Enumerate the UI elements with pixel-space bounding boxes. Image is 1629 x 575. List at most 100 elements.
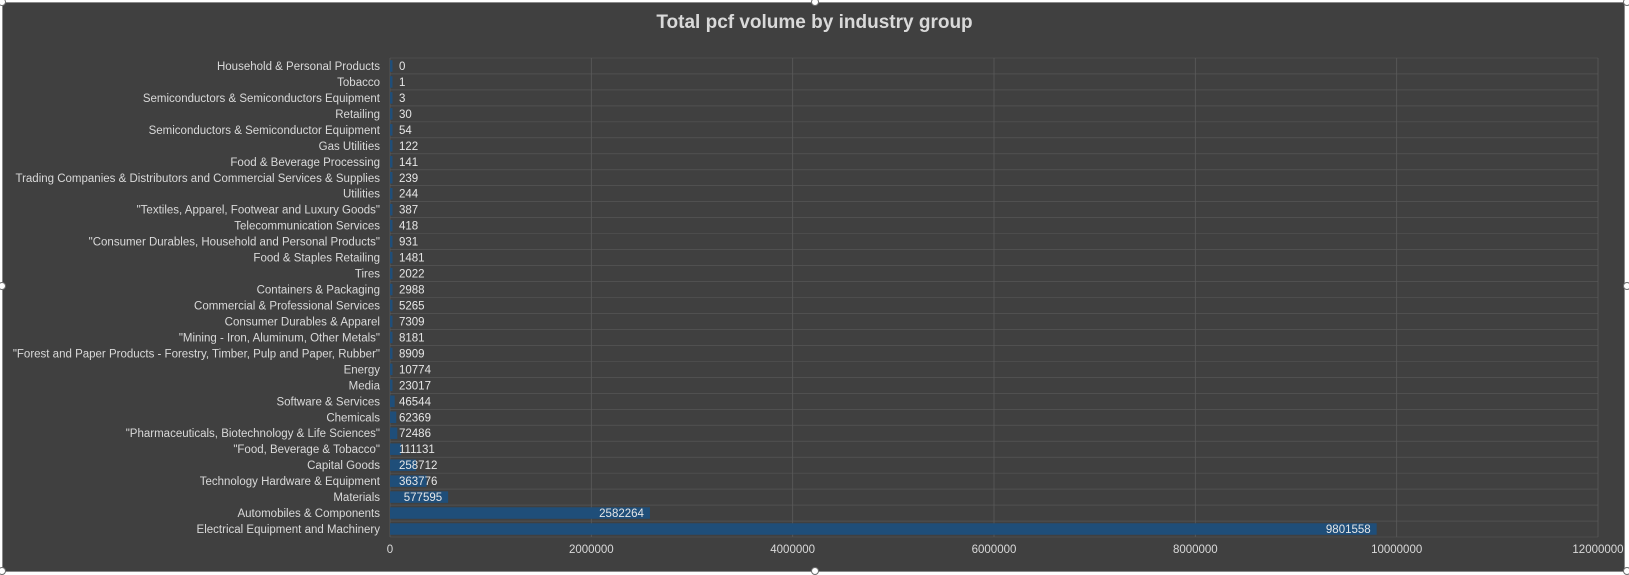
bar <box>390 92 393 104</box>
data-label: 30 <box>399 109 412 121</box>
data-label: 141 <box>399 157 418 169</box>
bar <box>390 203 393 216</box>
resize-handle-top-right[interactable] <box>1623 0 1629 6</box>
bar <box>390 235 393 248</box>
data-label: 8909 <box>399 348 425 360</box>
category-label: Semiconductors & Semiconductor Equipment <box>149 125 381 137</box>
category-label: "Textiles, Apparel, Footwear and Luxury … <box>137 205 380 217</box>
data-label: 1481 <box>399 253 425 265</box>
bar <box>390 140 393 152</box>
data-label: 10774 <box>399 364 432 376</box>
x-tick-label: 8000000 <box>1173 544 1218 556</box>
chart-title[interactable]: Total pcf volume by industry group <box>656 12 973 33</box>
data-label: 244 <box>399 189 419 201</box>
data-label: 2988 <box>399 285 425 297</box>
bar <box>390 475 427 487</box>
category-label: "Mining - Iron, Aluminum, Other Metals" <box>179 332 380 344</box>
bar <box>390 347 393 360</box>
bar <box>390 187 393 200</box>
bar <box>390 459 417 471</box>
bar <box>390 491 449 503</box>
category-label: Food & Staples Retailing <box>253 253 380 265</box>
category-label: Electrical Equipment and Machinery <box>197 524 381 536</box>
bar <box>390 251 393 264</box>
data-label: 9801558 <box>1326 524 1371 536</box>
bar <box>390 363 393 376</box>
bar <box>390 507 650 519</box>
bar <box>390 315 393 328</box>
bar <box>390 443 402 455</box>
data-label: 23017 <box>399 380 431 392</box>
bar <box>390 331 393 344</box>
data-label: 62369 <box>399 412 431 424</box>
data-label: 0 <box>399 61 405 73</box>
bar <box>390 219 393 232</box>
category-label: Retailing <box>335 109 380 121</box>
data-label: 8181 <box>399 332 425 344</box>
bar <box>390 108 393 120</box>
data-label: 387 <box>399 205 418 217</box>
bar <box>390 172 393 184</box>
data-label: 5265 <box>399 300 425 312</box>
category-label: Capital Goods <box>307 460 380 472</box>
data-label: 111131 <box>399 444 435 456</box>
data-label: 418 <box>399 221 418 233</box>
category-label: Utilities <box>343 189 380 201</box>
category-label: Automobiles & Components <box>237 508 380 520</box>
data-label: 239 <box>399 173 418 185</box>
category-label: Household & Personal Products <box>217 61 380 73</box>
data-label: 363776 <box>399 476 437 488</box>
data-label: 1 <box>399 77 405 89</box>
bar <box>390 76 393 88</box>
category-label: Food & Beverage Processing <box>230 157 380 169</box>
data-label: 931 <box>399 237 418 249</box>
category-label: Technology Hardware & Equipment <box>200 476 381 488</box>
bar <box>390 156 393 168</box>
data-label: 72486 <box>399 428 431 440</box>
category-label: Tires <box>355 269 380 281</box>
resize-handle-top-center[interactable] <box>811 0 819 6</box>
x-tick-label: 12000000 <box>1572 544 1623 556</box>
data-label: 54 <box>399 125 412 137</box>
category-label: "Consumer Durables, Household and Person… <box>89 237 380 249</box>
category-label: Trading Companies & Distributors and Com… <box>15 173 380 185</box>
resize-handle-middle-left[interactable] <box>0 282 6 290</box>
data-label: 3 <box>399 93 405 105</box>
x-tick-label: 4000000 <box>770 544 815 556</box>
data-label: 122 <box>399 141 418 153</box>
category-label: Tobacco <box>337 77 380 89</box>
category-label: Semiconductors & Semiconductors Equipmen… <box>143 93 381 105</box>
data-label: 2582264 <box>599 508 644 520</box>
category-label: Materials <box>333 492 380 504</box>
category-label: Consumer Durables & Apparel <box>225 316 380 328</box>
category-label: Telecommunication Services <box>234 221 380 233</box>
resize-handle-middle-right[interactable] <box>1623 282 1629 290</box>
category-label: "Forest and Paper Products - Forestry, T… <box>13 348 380 360</box>
x-tick-label: 0 <box>387 544 393 556</box>
data-label: 258712 <box>399 460 437 472</box>
x-tick-label: 10000000 <box>1371 544 1422 556</box>
category-label: Commercial & Professional Services <box>194 300 380 312</box>
resize-handle-top-left[interactable] <box>0 0 6 6</box>
category-label: Chemicals <box>326 412 380 424</box>
category-label: Media <box>349 380 381 392</box>
x-tick-label: 6000000 <box>972 544 1017 556</box>
category-label: Software & Services <box>276 396 380 408</box>
category-label: "Food, Beverage & Tobacco" <box>233 444 380 456</box>
data-label: 46544 <box>399 396 432 408</box>
x-tick-label: 2000000 <box>569 544 614 556</box>
bar <box>390 283 393 296</box>
data-label: 577595 <box>404 492 442 504</box>
bar <box>390 411 397 423</box>
category-label: Gas Utilities <box>319 141 381 153</box>
data-label: 2022 <box>399 269 425 281</box>
data-label: 7309 <box>399 316 425 328</box>
bar <box>390 267 393 280</box>
bar <box>390 395 395 408</box>
bar <box>390 299 393 312</box>
bar <box>390 60 393 72</box>
category-label: Containers & Packaging <box>257 285 380 297</box>
bar <box>390 427 398 439</box>
